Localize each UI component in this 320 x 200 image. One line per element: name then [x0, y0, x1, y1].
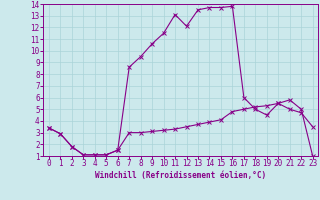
X-axis label: Windchill (Refroidissement éolien,°C): Windchill (Refroidissement éolien,°C) [95, 171, 266, 180]
